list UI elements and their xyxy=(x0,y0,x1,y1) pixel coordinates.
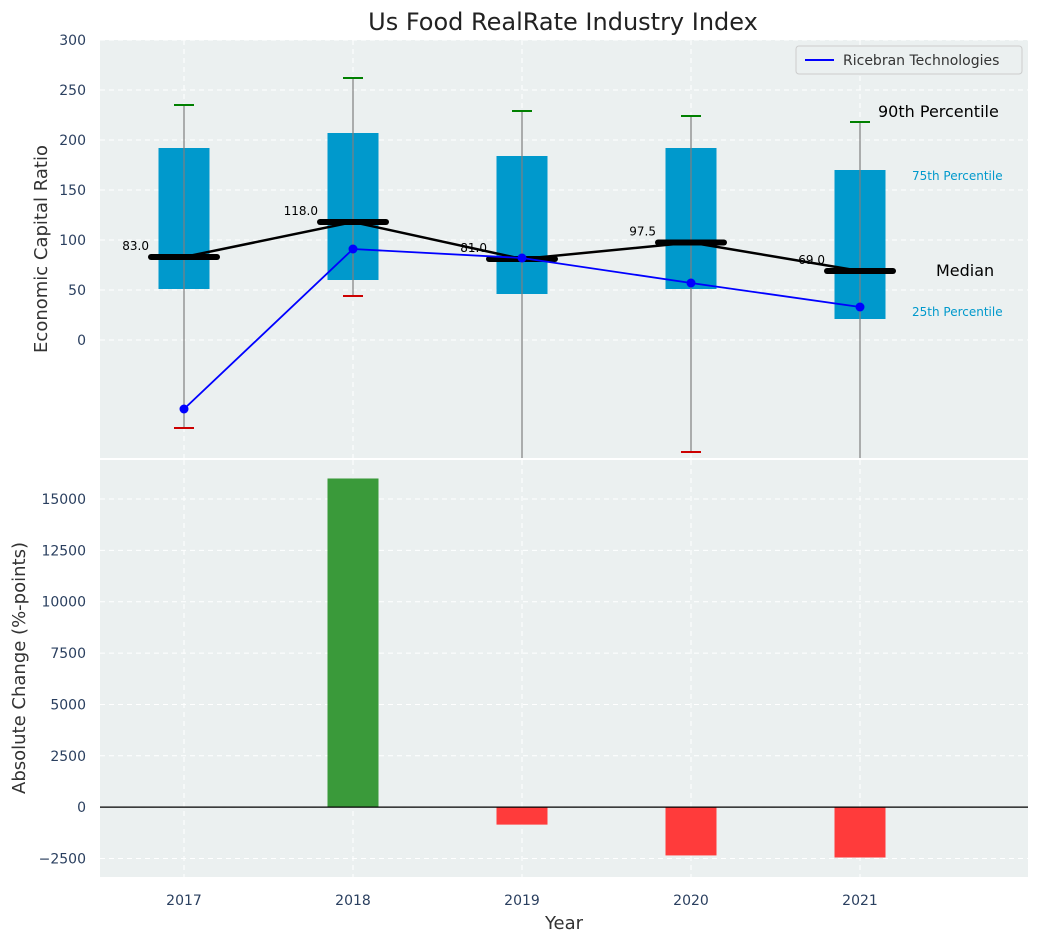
x-axis-label: Year xyxy=(544,913,584,934)
median-value-label: 81.0 xyxy=(460,241,487,255)
box-2017 xyxy=(158,104,210,429)
legend: Ricebran Technologies xyxy=(795,45,1023,75)
annotation-90th: 90th Percentile xyxy=(878,102,999,121)
top-y-tick-label: 250 xyxy=(59,83,86,99)
bottom-plot-area xyxy=(100,460,1028,877)
percentile-annotations: 90th Percentile 75th Percentile Median 2… xyxy=(878,102,1003,319)
series-ricebran xyxy=(179,244,865,414)
bottom-y-tick-label: 7500 xyxy=(50,646,86,662)
change-bar-2019 xyxy=(496,807,548,825)
legend-box xyxy=(795,45,1023,75)
change-bar-2020 xyxy=(665,807,717,856)
median-value-label: 97.5 xyxy=(629,225,656,239)
bottom-y-tick-label: 15000 xyxy=(41,492,86,508)
series-point xyxy=(517,253,527,263)
boxes xyxy=(158,77,886,458)
x-tick-label: 2021 xyxy=(842,893,878,909)
x-tick-label: 2018 xyxy=(335,893,371,909)
bottom-y-tick-label: −2500 xyxy=(39,852,86,868)
bottom-y-ticks: −2500 0 2500 5000 7500 10000 12500 15000 xyxy=(39,492,86,867)
box-2019 xyxy=(496,110,548,458)
bottom-y-tick-label: 0 xyxy=(77,800,86,816)
top-panel: 0 50 100 150 200 250 300 83.0 118.0 81.0 97.5 69.0… xyxy=(31,33,1028,458)
series-point xyxy=(179,404,189,414)
top-y-tick-label: 0 xyxy=(77,333,86,349)
change-bar-2021 xyxy=(834,807,886,858)
x-ticks: 2017 2018 2019 2020 2021 xyxy=(166,893,878,909)
top-y-axis-label: Economic Capital Ratio xyxy=(31,145,52,353)
median-value-label: 83.0 xyxy=(122,239,149,253)
series-point xyxy=(855,302,865,312)
series-point xyxy=(686,278,696,288)
bottom-y-axis-label: Absolute Change (%-points) xyxy=(9,542,30,794)
annotation-75th: 75th Percentile xyxy=(912,169,1003,183)
bottom-y-tick-label: 5000 xyxy=(50,697,86,713)
top-y-tick-label: 100 xyxy=(59,233,86,249)
top-y-ticks: 0 50 100 150 200 250 300 xyxy=(59,33,86,349)
bottom-y-tick-label: 10000 xyxy=(41,595,86,611)
median-value-label: 118.0 xyxy=(284,204,318,218)
annotation-25th: 25th Percentile xyxy=(912,305,1003,319)
series-point xyxy=(348,244,358,254)
top-y-tick-label: 300 xyxy=(59,33,86,49)
box-2021 xyxy=(834,121,886,458)
box-2018 xyxy=(327,77,379,297)
bottom-y-tick-label: 12500 xyxy=(41,543,86,559)
top-y-tick-label: 50 xyxy=(68,283,86,299)
annotation-median: Median xyxy=(936,261,994,280)
x-tick-label: 2019 xyxy=(504,893,540,909)
median-value-label: 69.0 xyxy=(798,253,825,267)
legend-label: Ricebran Technologies xyxy=(843,53,999,69)
change-bars xyxy=(327,478,886,858)
bottom-y-tick-label: 2500 xyxy=(50,749,86,765)
box-2020 xyxy=(665,115,717,453)
chart-title: Us Food RealRate Industry Index xyxy=(368,8,758,36)
x-tick-label: 2020 xyxy=(673,893,709,909)
change-bar-2018 xyxy=(327,478,379,808)
top-y-tick-label: 200 xyxy=(59,133,86,149)
x-tick-label: 2017 xyxy=(166,893,202,909)
top-y-tick-label: 150 xyxy=(59,183,86,199)
